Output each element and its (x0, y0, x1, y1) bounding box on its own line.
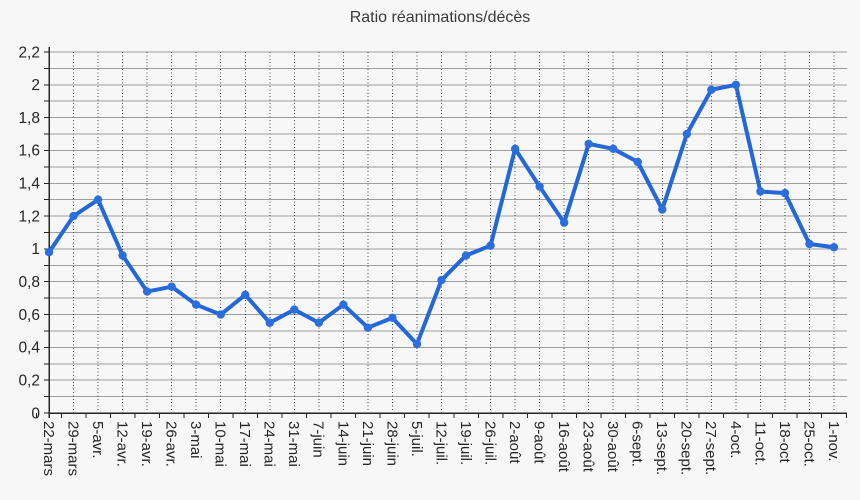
x-axis-ticks (36, 413, 847, 418)
data-point (682, 129, 692, 139)
data-point (69, 211, 78, 221)
data-point (559, 218, 569, 227)
data-point (118, 251, 127, 260)
data-point (363, 323, 373, 332)
data-point (510, 144, 520, 154)
y-tick-label: 0,8 (18, 274, 40, 291)
horizontal-gridlines (49, 51, 847, 398)
x-tick-label: 12-juil. (432, 421, 449, 465)
data-point (265, 318, 274, 327)
data-point (290, 305, 299, 314)
data-point (535, 182, 544, 191)
y-tick-label: 2 (31, 77, 40, 94)
x-tick-label: 26-juil. (481, 421, 498, 465)
y-tick-label: 1,2 (18, 208, 40, 225)
data-point (633, 157, 642, 167)
data-point (388, 313, 397, 323)
data-series (44, 80, 839, 349)
y-tick-label: 0 (31, 405, 40, 422)
x-tick-label: 6-sept. (629, 421, 646, 467)
data-point (756, 187, 765, 196)
data-point (805, 239, 814, 249)
x-tick-label: 7-juin (310, 421, 327, 458)
x-tick-label: 10-mai (212, 421, 229, 467)
data-point (437, 275, 446, 285)
x-tick-label: 18-oct (776, 421, 793, 464)
data-point (412, 339, 422, 349)
x-tick-label: 5-avr. (89, 421, 106, 459)
x-tick-label: 27-sept. (702, 421, 719, 475)
data-point (167, 282, 176, 291)
x-tick-label: 28-juin (383, 421, 400, 466)
data-point (339, 300, 348, 309)
x-tick-label: 12-avr. (113, 421, 130, 467)
x-tick-label: 24-mai (261, 421, 278, 467)
x-tick-label: 31-mai (285, 421, 302, 467)
data-point (707, 85, 716, 94)
y-tick-label: 0,4 (18, 340, 40, 357)
x-tick-label: 20-sept. (678, 421, 695, 475)
y-tick-label: 0,6 (18, 307, 40, 324)
data-point (142, 287, 152, 296)
data-point (461, 251, 471, 260)
x-tick-label: 2-août (506, 421, 523, 464)
x-tick-label: 13-sept. (653, 421, 670, 475)
x-tick-label: 3-mai (187, 421, 204, 459)
y-tick-label: 1 (31, 241, 40, 258)
chart-title: Ratio réanimations/décès (350, 9, 531, 26)
y-tick-label: 2,2 (18, 44, 40, 61)
x-tick-label: 26-avr. (163, 421, 180, 467)
x-tick-label: 21-juin (359, 421, 376, 466)
y-tick-label: 1,8 (18, 110, 40, 127)
x-axis-labels: 22-mars 29-mars 5-avr. 12-avr. 19-avr. 26-avr… (40, 421, 842, 476)
data-point (731, 80, 741, 90)
data-point (829, 243, 839, 252)
x-tick-label: 11-oct. (751, 421, 768, 466)
y-tick-label: 0,2 (18, 372, 40, 389)
data-point (241, 290, 250, 300)
x-tick-label: 19-avr. (138, 421, 155, 467)
x-tick-label: 1-nov. (825, 421, 842, 462)
x-tick-label: 14-juin (334, 421, 351, 466)
x-tick-label: 9-août (531, 421, 548, 464)
x-tick-label: 30-août (604, 421, 621, 473)
x-tick-label: 5-juil. (408, 421, 425, 457)
data-point (93, 195, 103, 204)
x-tick-label: 19-juil. (457, 421, 474, 465)
data-point (609, 144, 618, 154)
data-point (658, 205, 667, 214)
x-tick-label: 16-août (555, 421, 572, 473)
data-point (44, 247, 54, 257)
x-tick-label: 25-oct. (800, 421, 817, 467)
x-tick-label: 22-mars (40, 421, 57, 476)
y-tick-label: 1,4 (18, 176, 40, 193)
x-tick-label: 23-août (580, 421, 597, 473)
data-point (780, 188, 790, 198)
data-point (191, 300, 201, 309)
vertical-gridlines (73, 52, 835, 413)
y-axis-labels: 0 0,2 0,4 0,6 0,8 1 1,2 1,4 1,6 1,8 2 2,2 (18, 44, 40, 422)
x-tick-label: 17-mai (236, 421, 253, 467)
data-point (216, 310, 225, 319)
data-point (314, 318, 324, 327)
data-point (584, 139, 593, 149)
y-tick-label: 1,6 (18, 143, 40, 160)
x-tick-label: 4-oct. (727, 421, 744, 459)
x-tick-label: 29-mars (64, 421, 81, 476)
y-axis-ticks (44, 51, 49, 414)
data-point (486, 241, 495, 250)
